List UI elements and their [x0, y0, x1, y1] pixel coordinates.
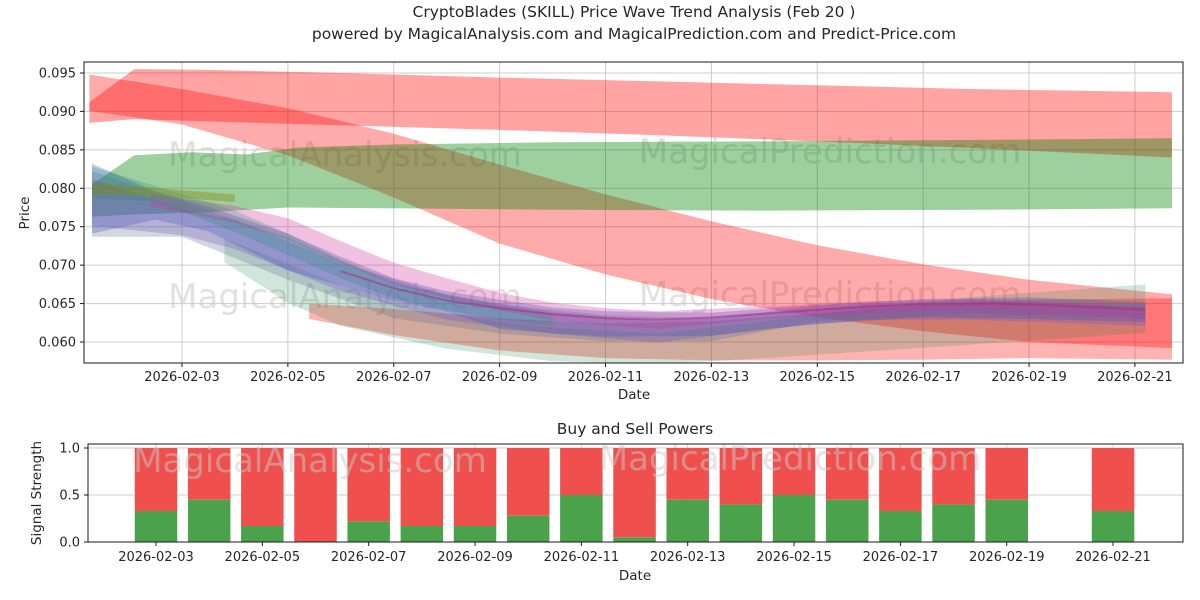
buy-bar-segment [879, 510, 922, 542]
buy-bar-segment [347, 521, 390, 542]
plot-frame [83, 61, 1184, 364]
x-tick-label: 2026-02-05 [225, 550, 301, 565]
x-tick-label: 2026-02-19 [969, 550, 1045, 565]
sell-bar-segment [400, 448, 444, 527]
light-green-fan [224, 238, 1146, 363]
x-tick-label: 2026-02-21 [1097, 370, 1173, 385]
x-tick-label: 2026-02-09 [462, 370, 538, 385]
magenta-band [150, 193, 1146, 329]
sell-bar-segment [241, 448, 284, 527]
signal-chart-title: Buy and Sell Powers [556, 420, 714, 438]
teal-band [92, 166, 553, 326]
upper-red-band [89, 69, 1172, 158]
watermark-text: MagicalAnalysis.com [168, 277, 522, 317]
slate-band [92, 171, 1146, 342]
x-tick-label: 2026-02-11 [544, 550, 620, 565]
sell-bar-segment [825, 448, 869, 500]
buy-bar-segment [241, 526, 284, 542]
sell-bar-segment [879, 448, 922, 511]
x-tick-label: 2026-02-05 [250, 370, 326, 385]
buy-bar-segment [825, 499, 869, 542]
x-tick-label: 2026-02-09 [437, 550, 513, 565]
y-tick-label: 1.0 [59, 442, 80, 457]
date-axis-label-bottom: Date [618, 568, 652, 584]
y-tick-label: 0.095 [39, 66, 76, 81]
olive-band [92, 182, 235, 203]
x-tick-label: 2026-02-19 [991, 370, 1067, 385]
x-tick-label: 2026-02-11 [568, 370, 644, 385]
x-tick-label: 2026-02-03 [144, 370, 220, 385]
y-tick-label: 0.065 [39, 297, 76, 312]
wave-bands [89, 69, 1173, 363]
sell-bar-segment [613, 448, 656, 538]
signal-chart: MagicalAnalysis.com MagicalPrediction.com… [59, 439, 1184, 565]
price-chart: MagicalAnalysis.com MagicalPrediction.com… [39, 61, 1184, 385]
y-tick-label: 0.060 [39, 336, 76, 351]
buy-bar-segment [666, 499, 709, 542]
watermark-text: MagicalPrediction.com [599, 439, 982, 479]
sell-bar-segment [294, 448, 337, 542]
purple-band [92, 179, 1146, 343]
sell-bar-segment [187, 448, 231, 500]
y-tick-label: 0.070 [39, 259, 76, 274]
sell-bar-segment [666, 448, 709, 500]
buy-bar-segment [613, 537, 656, 542]
blue-band [92, 163, 1146, 337]
lower-red-fan [309, 298, 1173, 361]
page-subtitle: powered by MagicalAnalysis.com and Magic… [311, 25, 957, 43]
watermark-text: MagicalPrediction.com [639, 132, 1022, 172]
y-tick-label: 0.085 [39, 143, 76, 158]
buy-bar-segment [560, 495, 603, 542]
y-tick-label: 0.075 [39, 220, 76, 235]
sell-bar-segment [506, 448, 550, 516]
x-tick-label: 2026-02-07 [331, 550, 407, 565]
buy-bar-segment [400, 526, 444, 542]
plot-frame [87, 443, 1184, 543]
x-tick-label: 2026-02-13 [674, 370, 750, 385]
sell-bar-segment [985, 448, 1028, 500]
y-tick-label: 0.5 [59, 489, 80, 504]
buy-bar-segment [453, 526, 497, 542]
price-axis-label: Price [17, 196, 33, 230]
y-tick-label: 0.080 [39, 182, 76, 197]
page-title: CryptoBlades (SKILL) Price Wave Trend An… [412, 3, 856, 21]
buy-bar-segment [985, 499, 1028, 542]
x-tick-label: 2026-02-15 [756, 550, 832, 565]
y-tick-label: 0.090 [39, 105, 76, 120]
buy-bar-segment [506, 515, 550, 542]
sell-bar-segment [719, 448, 763, 505]
x-tick-label: 2026-02-17 [863, 550, 939, 565]
sell-bar-segment [1091, 448, 1135, 511]
sell-bar-segment [453, 448, 497, 527]
x-tick-label: 2026-02-15 [779, 370, 855, 385]
watermark-text: MagicalAnalysis.com [133, 441, 487, 481]
buy-bar-segment [1091, 510, 1135, 542]
y-tick-label: 0.0 [59, 536, 80, 551]
buy-bar-segment [772, 495, 816, 542]
watermark-text: MagicalAnalysis.com [168, 135, 522, 175]
buy-bar-segment [932, 504, 975, 542]
buy-bar-segment [187, 499, 231, 542]
steep-red-band [89, 74, 1172, 349]
magenta-trend-line [340, 270, 1146, 321]
signal-axis-label: Signal Strength [29, 440, 45, 546]
buy-bar-segment [134, 510, 178, 542]
buy-bar-segment [719, 504, 763, 542]
sell-bar-segment [772, 448, 816, 495]
x-tick-label: 2026-02-21 [1075, 550, 1151, 565]
sell-bar-segment [134, 448, 178, 511]
date-axis-label-top: Date [617, 387, 651, 403]
x-tick-label: 2026-02-03 [118, 550, 194, 565]
x-tick-label: 2026-02-07 [356, 370, 432, 385]
sell-bar-segment [932, 448, 975, 505]
sell-bar-segment [560, 448, 603, 495]
sell-bar-segment [347, 448, 390, 522]
x-tick-label: 2026-02-17 [885, 370, 961, 385]
x-tick-label: 2026-02-13 [650, 550, 726, 565]
green-band [92, 138, 1172, 217]
